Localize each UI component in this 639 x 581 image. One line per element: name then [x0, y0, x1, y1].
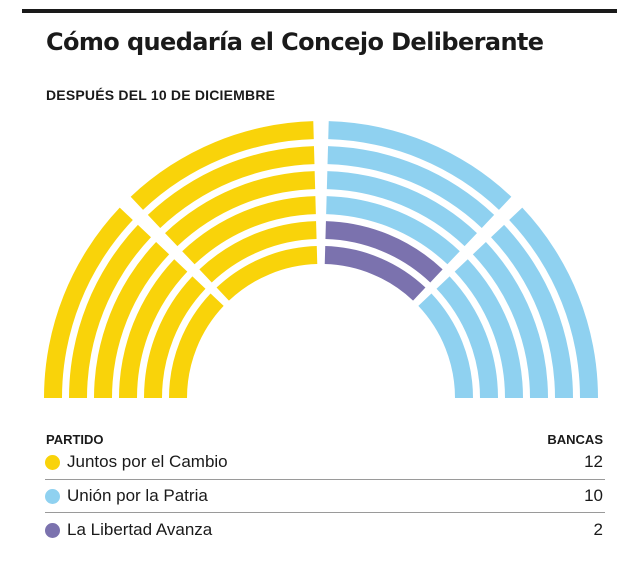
seat-arc	[324, 246, 426, 301]
legend-seats-header: BANCAS	[547, 432, 603, 447]
seat-arc	[326, 196, 460, 265]
legend-seat-count: 10	[584, 486, 603, 505]
legend-swatch	[45, 455, 60, 470]
legend-swatch	[45, 489, 60, 504]
seat-arc	[418, 293, 473, 398]
chart-subtitle: DESPUÉS DEL 10 DE DICIEMBRE	[46, 87, 276, 103]
legend-party-header: PARTIDO	[46, 432, 104, 447]
seat-arc	[169, 293, 224, 398]
seat-arc	[454, 259, 523, 398]
seat-arc	[165, 171, 316, 247]
legend-party-name: La Libertad Avanza	[67, 520, 213, 539]
chart-title: Cómo quedaría el Concejo Deliberante	[46, 28, 544, 56]
legend-divider	[45, 479, 605, 480]
legend-row-la-libertad-avanza: La Libertad Avanza 2	[45, 514, 605, 548]
seat-arc	[509, 207, 598, 398]
legend-party-name: Juntos por el Cambio	[67, 452, 228, 471]
seat-arc	[216, 246, 318, 301]
legend-party-name: Unión por la Patria	[67, 486, 208, 505]
seat-arc	[182, 196, 316, 265]
legend-row-juntos-por-el-cambio: Juntos por el Cambio 12	[45, 446, 605, 480]
seat-arc	[147, 146, 315, 228]
seat-arc	[326, 171, 477, 247]
seat-arc	[327, 146, 495, 228]
seat-arc	[144, 276, 206, 398]
legend-row-union-por-la-patria: Unión por la Patria 10	[45, 480, 605, 514]
seat-arc	[472, 242, 548, 398]
seat-arc	[199, 221, 317, 283]
parliament-chart	[44, 121, 598, 398]
seat-arc	[130, 121, 314, 210]
seat-arc	[69, 224, 151, 398]
seat-arc	[94, 242, 170, 398]
legend-swatch	[45, 523, 60, 538]
seat-arc	[436, 276, 498, 398]
seat-arc	[119, 259, 188, 398]
seat-arc	[44, 207, 133, 398]
legend-divider	[45, 512, 605, 513]
legend-seat-count: 2	[593, 520, 603, 539]
seat-arc	[491, 224, 573, 398]
top-rule	[22, 9, 617, 13]
seat-arc	[325, 221, 443, 283]
legend-seat-count: 12	[584, 452, 603, 471]
seat-arc	[328, 121, 512, 210]
